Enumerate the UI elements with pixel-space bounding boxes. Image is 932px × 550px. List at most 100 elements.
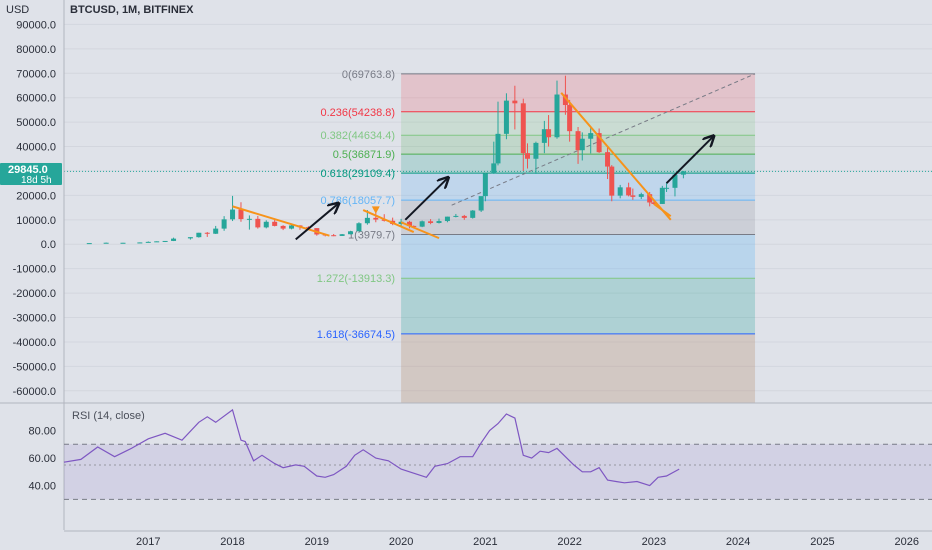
- rsi-tick-label: 80.00: [28, 426, 56, 438]
- currency-label: USD: [6, 4, 29, 16]
- time-tick-label: 2022: [557, 536, 581, 548]
- price-tick-label: 10000.0: [16, 215, 56, 227]
- fib-zone: [401, 173, 756, 201]
- fib-zone: [401, 234, 756, 279]
- candle-body: [567, 105, 573, 132]
- candle-body: [230, 209, 236, 220]
- time-tick-label: 2025: [810, 536, 834, 548]
- price-tick-label: 90000.0: [16, 19, 56, 31]
- fib-retracement[interactable]: 0(69763.8) 0.236(54238.8) 0.382(44634.4) 0.…: [317, 69, 756, 403]
- trend-line[interactable]: [362, 209, 415, 233]
- candle-body: [575, 131, 581, 151]
- candle-body: [411, 225, 417, 227]
- arrow-drawing[interactable]: [665, 137, 713, 184]
- price-tick-label: -30000.0: [13, 313, 56, 325]
- candle-countdown: 18d 5h: [21, 175, 52, 186]
- price-tick-label: -40000.0: [13, 337, 56, 349]
- price-tick-label: 0.0: [41, 239, 56, 251]
- candle-body: [651, 202, 657, 204]
- fib-zone: [401, 200, 756, 235]
- time-tick-label: 2017: [136, 536, 160, 548]
- fib-level-label: 0.786(18057.7): [320, 195, 395, 207]
- candle-body: [588, 133, 594, 139]
- fib-level-label: 0.382(44634.4): [320, 130, 395, 142]
- candle-body: [478, 196, 484, 211]
- candle-body: [461, 215, 467, 218]
- rsi-band-fill: [64, 444, 932, 500]
- trend-line[interactable]: [232, 205, 330, 237]
- symbol-title[interactable]: BTCUSD, 1M, BITFINEX: [70, 4, 194, 16]
- price-tick-label: 60000.0: [16, 93, 56, 105]
- candle-body: [419, 221, 425, 227]
- candle-body: [86, 243, 92, 245]
- time-tick-label: 2018: [220, 536, 244, 548]
- rsi-tick-label: 40.00: [28, 481, 56, 493]
- candle-body: [221, 219, 227, 229]
- price-tick-label: 40000.0: [16, 142, 56, 154]
- fib-zone: [401, 278, 756, 334]
- trend-line[interactable]: [653, 203, 672, 217]
- candle-body: [280, 225, 286, 229]
- candle-body: [541, 129, 547, 143]
- price-tick-label: -60000.0: [13, 386, 56, 398]
- fib-trend-line[interactable]: [451, 73, 756, 206]
- candle-body: [255, 218, 261, 228]
- fib-level-label: 1.272(-13913.3): [317, 273, 395, 285]
- candle-body: [356, 223, 362, 232]
- candle-body: [647, 194, 653, 203]
- drawings[interactable]: [232, 92, 713, 241]
- time-tick-label: 2026: [894, 536, 918, 548]
- candle-body: [554, 94, 560, 138]
- rsi-title[interactable]: RSI (14, close): [72, 410, 145, 422]
- candle-body: [672, 174, 678, 188]
- candle-body: [638, 194, 644, 197]
- candle-body: [263, 221, 269, 228]
- fib-zone: [401, 333, 756, 403]
- time-tick-label: 2024: [726, 536, 750, 548]
- fib-level-label: 0(69763.8): [342, 69, 395, 81]
- fib-level-label: 1(3979.7): [348, 230, 395, 242]
- candle-body: [196, 232, 202, 238]
- candle-body: [187, 237, 193, 239]
- candle-body: [137, 242, 143, 244]
- candle-body: [503, 100, 509, 134]
- trend-line[interactable]: [560, 92, 672, 221]
- candle-body: [562, 94, 568, 106]
- candle-body: [546, 129, 552, 138]
- trend-line[interactable]: [400, 221, 440, 240]
- candle-body: [436, 221, 442, 223]
- candle-body: [339, 234, 345, 236]
- candle-body: [204, 232, 210, 234]
- candle-body: [626, 187, 632, 196]
- arrow-drawing[interactable]: [295, 204, 338, 241]
- arrow-drawing[interactable]: [404, 178, 447, 221]
- price-tick-label: -10000.0: [13, 264, 56, 276]
- price-tick-label: -50000.0: [13, 361, 56, 373]
- candle-body: [289, 225, 295, 229]
- candle-body: [213, 228, 219, 234]
- price-axis[interactable]: 90000.0 80000.0 70000.0 60000.0 50000.0 40000…: [13, 0, 65, 530]
- candle-body: [444, 216, 450, 222]
- candle-body: [348, 231, 354, 235]
- time-tick-label: 2020: [389, 536, 413, 548]
- candle-body: [428, 221, 434, 223]
- triangle-marker: [371, 206, 380, 214]
- candle-body: [630, 195, 636, 197]
- candle-body: [617, 187, 623, 196]
- candle-body: [524, 153, 530, 159]
- price-tick-label: -20000.0: [13, 288, 56, 300]
- candle-body: [103, 242, 109, 244]
- candle-body: [171, 238, 177, 241]
- candle-body: [659, 187, 665, 204]
- candle-body: [579, 138, 585, 151]
- time-axis[interactable]: 2017 2018 2019 2020 2021 2022 2023 2024 2025 2026: [64, 530, 932, 548]
- fib-level-label: 0.5(36871.9): [333, 149, 395, 161]
- rsi-tick-label: 60.00: [28, 453, 56, 465]
- candle-body: [162, 240, 168, 242]
- candle-body: [520, 103, 526, 154]
- current-price-badge: 29845.0 18d 5h: [0, 163, 62, 186]
- candle-body: [495, 133, 501, 164]
- price-tick-label: 70000.0: [16, 68, 56, 80]
- candle-body: [272, 221, 278, 226]
